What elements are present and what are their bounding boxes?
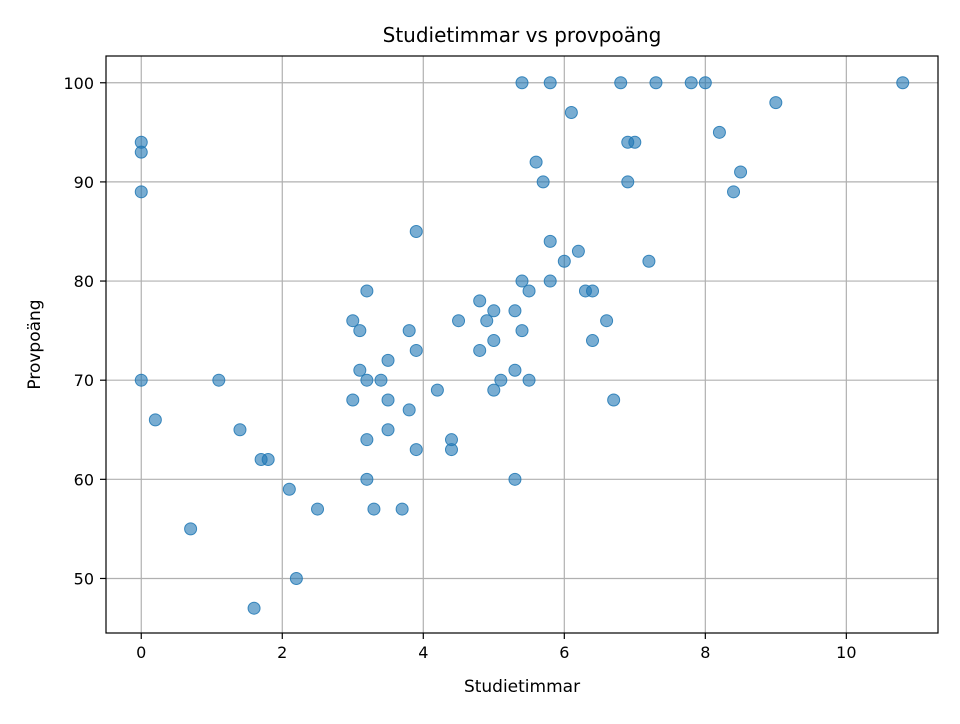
data-point: [543, 234, 557, 248]
data-point: [571, 244, 585, 258]
data-point: [409, 443, 423, 457]
data-point: [452, 314, 466, 328]
data-point: [734, 165, 748, 179]
data-point: [557, 254, 571, 268]
data-point: [628, 135, 642, 149]
data-point: [508, 304, 522, 318]
data-point: [360, 373, 374, 387]
data-point: [536, 175, 550, 189]
data-point: [494, 373, 508, 387]
data-point: [346, 314, 360, 328]
y-axis-ticks: 50 60 70 80 90 100: [63, 74, 106, 588]
data-point: [247, 601, 261, 615]
data-point: [402, 324, 416, 338]
data-point: [367, 502, 381, 516]
y-tick-label: 100: [63, 74, 94, 93]
data-point: [614, 76, 628, 90]
x-tick-label: 10: [836, 643, 856, 662]
y-tick-label: 70: [74, 371, 94, 390]
data-point: [487, 383, 501, 397]
data-point: [381, 423, 395, 437]
data-point: [508, 472, 522, 486]
x-tick-label: 2: [277, 643, 287, 662]
data-point: [480, 314, 494, 328]
data-point: [430, 383, 444, 397]
data-point: [381, 353, 395, 367]
data-point: [600, 314, 614, 328]
plot-frame: [105, 55, 939, 634]
y-tick-label: 50: [74, 569, 94, 588]
y-tick-label: 90: [74, 173, 94, 192]
x-tick-label: 0: [136, 643, 146, 662]
x-axis-ticks: 0 2 4 6 8 10: [136, 633, 857, 662]
data-point: [529, 155, 543, 169]
data-point: [353, 363, 367, 377]
data-point: [712, 125, 726, 139]
data-point: [515, 76, 529, 90]
x-tick-label: 4: [418, 643, 428, 662]
data-point: [642, 254, 656, 268]
data-point: [727, 185, 741, 199]
x-tick-label: 8: [700, 643, 710, 662]
y-tick-label: 60: [74, 470, 94, 489]
data-point: [134, 145, 148, 159]
data-point: [444, 443, 458, 457]
data-point: [233, 423, 247, 437]
data-point: [409, 343, 423, 357]
data-point: [543, 76, 557, 90]
data-point: [148, 413, 162, 427]
data-point: [515, 274, 529, 288]
data-point: [698, 76, 712, 90]
data-point: [487, 304, 501, 318]
data-point: [381, 393, 395, 407]
data-point: [289, 571, 303, 585]
data-point: [684, 76, 698, 90]
data-point: [515, 324, 529, 338]
data-point: [360, 433, 374, 447]
y-axis-label: Provpoäng: [25, 299, 45, 389]
data-point: [409, 224, 423, 238]
data-point: [649, 76, 663, 90]
x-axis-label: Studietimmar: [464, 677, 580, 697]
data-point: [402, 403, 416, 417]
data-point: [212, 373, 226, 387]
data-point: [311, 502, 325, 516]
data-point: [473, 294, 487, 308]
data-point: [395, 502, 409, 516]
data-point: [346, 393, 360, 407]
y-tick-label: 80: [74, 272, 94, 291]
data-point: [508, 363, 522, 377]
data-point: [353, 324, 367, 338]
data-point: [261, 453, 275, 467]
data-point: [134, 373, 148, 387]
data-point: [522, 284, 536, 298]
data-point: [896, 76, 910, 90]
data-point: [184, 522, 198, 536]
data-point: [769, 96, 783, 110]
data-points: [134, 76, 910, 615]
data-point: [607, 393, 621, 407]
data-point: [564, 106, 578, 120]
data-point: [360, 472, 374, 486]
data-point: [586, 284, 600, 298]
x-tick-label: 6: [559, 643, 569, 662]
chart-title: Studietimmar vs provpoäng: [383, 23, 662, 47]
data-point: [586, 334, 600, 348]
data-point: [360, 284, 374, 298]
data-point: [473, 343, 487, 357]
data-point: [543, 274, 557, 288]
data-point: [522, 373, 536, 387]
grid-lines: [106, 56, 938, 633]
data-point: [134, 185, 148, 199]
data-point: [621, 175, 635, 189]
data-point: [374, 373, 388, 387]
data-point: [282, 482, 296, 496]
data-point: [487, 334, 501, 348]
